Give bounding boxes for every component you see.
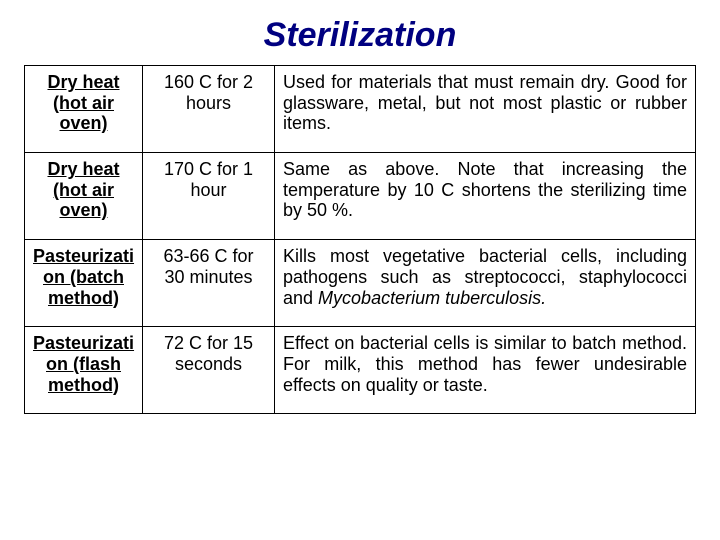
description-cell: Effect on bacterial cells is similar to … — [275, 327, 696, 414]
description-cell: Kills most vegetative bacterial cells, i… — [275, 240, 696, 327]
method-cell: Dry heat (hot air oven) — [25, 153, 143, 240]
table-row: Pasteurizati on (flash method) 72 C for … — [25, 327, 696, 414]
sterilization-table: Dry heat (hot air oven) 160 C for 2 hour… — [24, 65, 696, 414]
condition-cell: 72 C for 15 seconds — [143, 327, 275, 414]
table-row: Pasteurizati on (batch method) 63-66 C f… — [25, 240, 696, 327]
condition-cell: 170 C for 1 hour — [143, 153, 275, 240]
table-row: Dry heat (hot air oven) 160 C for 2 hour… — [25, 66, 696, 153]
condition-cell: 63-66 C for 30 minutes — [143, 240, 275, 327]
method-cell: Pasteurizati on (flash method) — [25, 327, 143, 414]
method-cell: Pasteurizati on (batch method) — [25, 240, 143, 327]
table-row: Dry heat (hot air oven) 170 C for 1 hour… — [25, 153, 696, 240]
method-cell: Dry heat (hot air oven) — [25, 66, 143, 153]
description-cell: Same as above. Note that increasing the … — [275, 153, 696, 240]
condition-cell: 160 C for 2 hours — [143, 66, 275, 153]
description-cell: Used for materials that must remain dry.… — [275, 66, 696, 153]
page-title: Sterilization — [24, 16, 696, 55]
